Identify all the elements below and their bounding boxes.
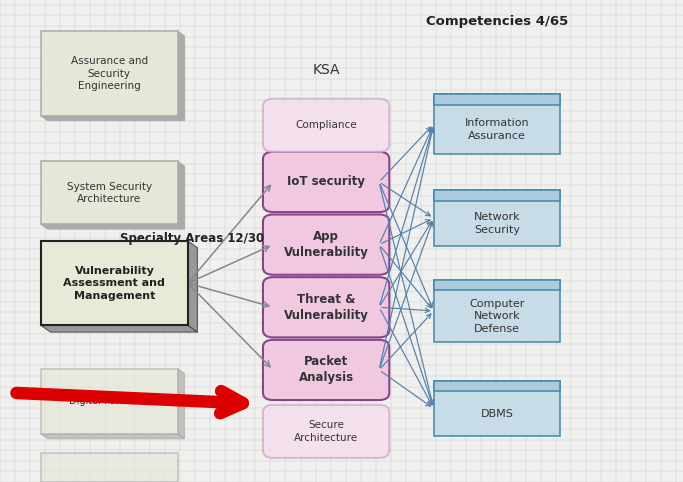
Bar [41, 31, 178, 116]
Polygon shape [41, 434, 184, 439]
Text: Competencies 4/65: Competencies 4/65 [426, 15, 568, 28]
Text: KSA: KSA [313, 63, 340, 77]
Polygon shape [41, 224, 184, 229]
Text: Computer
Network
Defense: Computer Network Defense [469, 299, 525, 334]
Bar [41, 241, 188, 325]
Text: Threat &
Vulnerability: Threat & Vulnerability [283, 293, 369, 322]
Text: System Security
Architecture: System Security Architecture [67, 182, 152, 204]
Polygon shape [178, 31, 184, 120]
Bar [41, 161, 178, 224]
Bar [434, 381, 560, 391]
Text: Assurance and
Security
Engineering: Assurance and Security Engineering [71, 56, 148, 91]
Polygon shape [178, 369, 184, 439]
Bar [434, 190, 560, 201]
FancyBboxPatch shape [263, 152, 389, 212]
Bar [434, 190, 560, 246]
Text: Secure
Architecture: Secure Architecture [294, 420, 358, 442]
Text: IoT security: IoT security [287, 175, 365, 188]
FancyBboxPatch shape [263, 277, 389, 337]
Polygon shape [41, 116, 184, 120]
Text: Vulnerability
Assessment and
Management: Vulnerability Assessment and Management [64, 266, 165, 301]
Bar [41, 453, 178, 482]
Bar [41, 369, 178, 434]
Bar [434, 280, 560, 342]
Text: Packet
Analysis: Packet Analysis [298, 355, 354, 385]
Text: Network
Security: Network Security [473, 212, 520, 235]
FancyBboxPatch shape [263, 340, 389, 400]
Text: Specialty Areas 12/30: Specialty Areas 12/30 [120, 232, 264, 245]
Polygon shape [178, 161, 184, 229]
Text: DBMS: DBMS [480, 409, 514, 419]
FancyBboxPatch shape [263, 99, 389, 152]
FancyBboxPatch shape [263, 214, 389, 275]
Bar [434, 280, 560, 290]
Bar [434, 94, 560, 105]
Text: Information
Assurance: Information Assurance [464, 118, 529, 141]
Bar [434, 381, 560, 436]
Bar [434, 94, 560, 154]
Text: Digital Forensics: Digital Forensics [69, 396, 150, 406]
Text: App
Vulnerability: App Vulnerability [283, 230, 369, 259]
Polygon shape [41, 325, 197, 332]
Text: Compliance: Compliance [295, 120, 357, 130]
Polygon shape [188, 241, 197, 332]
FancyBboxPatch shape [263, 405, 389, 458]
